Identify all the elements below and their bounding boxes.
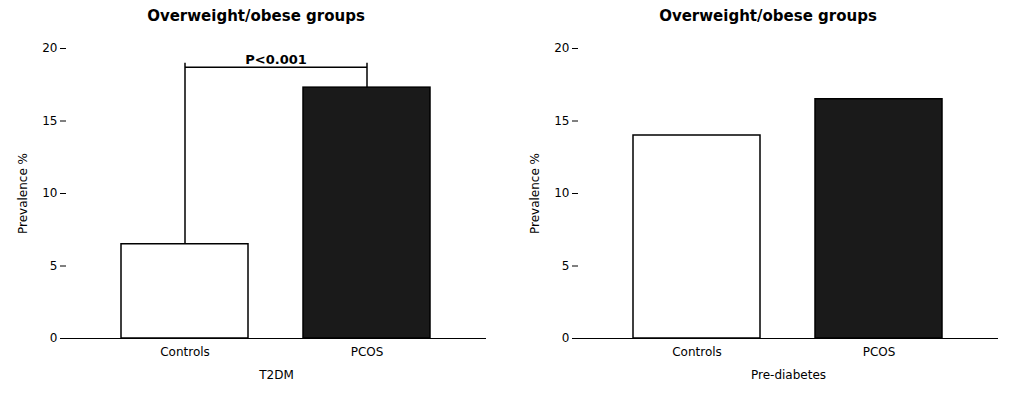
svg-text:5: 5: [562, 259, 570, 273]
svg-text:PCOS: PCOS: [351, 345, 384, 359]
svg-text:10: 10: [554, 186, 569, 200]
svg-text:Prevalence %: Prevalence %: [16, 153, 30, 234]
svg-text:T2DM: T2DM: [258, 368, 294, 382]
svg-text:15: 15: [42, 114, 57, 128]
svg-text:20: 20: [42, 41, 57, 55]
svg-text:Controls: Controls: [672, 345, 722, 359]
svg-text:0: 0: [50, 331, 58, 345]
svg-text:P<0.001: P<0.001: [245, 52, 307, 67]
svg-text:Controls: Controls: [160, 345, 210, 359]
svg-text:5: 5: [50, 259, 58, 273]
svg-text:Pre-diabetes: Pre-diabetes: [751, 368, 826, 382]
svg-text:0: 0: [562, 331, 570, 345]
svg-text:Prevalence %: Prevalence %: [528, 153, 542, 234]
svg-text:PCOS: PCOS: [863, 345, 896, 359]
svg-text:10: 10: [42, 186, 57, 200]
html-text:Overweight/obese groups: Overweight/obese groups: [147, 7, 365, 25]
svg-text:20: 20: [554, 41, 569, 55]
html-text:Overweight/obese groups: Overweight/obese groups: [659, 7, 877, 25]
svg-text:15: 15: [554, 114, 569, 128]
